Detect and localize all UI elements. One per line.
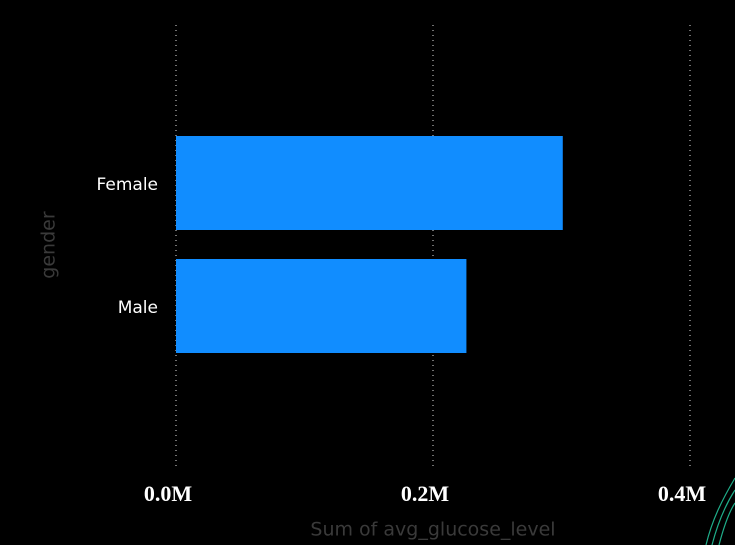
x-tick-label: 0.2M xyxy=(401,481,450,506)
bar xyxy=(176,259,467,353)
x-tick-label: 0.0M xyxy=(144,481,193,506)
y-tick-label: Male xyxy=(118,298,158,318)
y-axis-title: gender xyxy=(38,211,60,279)
y-tick-label: Female xyxy=(97,175,158,195)
corner-decoration xyxy=(705,477,735,545)
bar xyxy=(176,136,563,230)
x-tick-label: 0.4M xyxy=(658,481,707,506)
x-axis-title: Sum of avg_glucose_level xyxy=(310,519,555,541)
